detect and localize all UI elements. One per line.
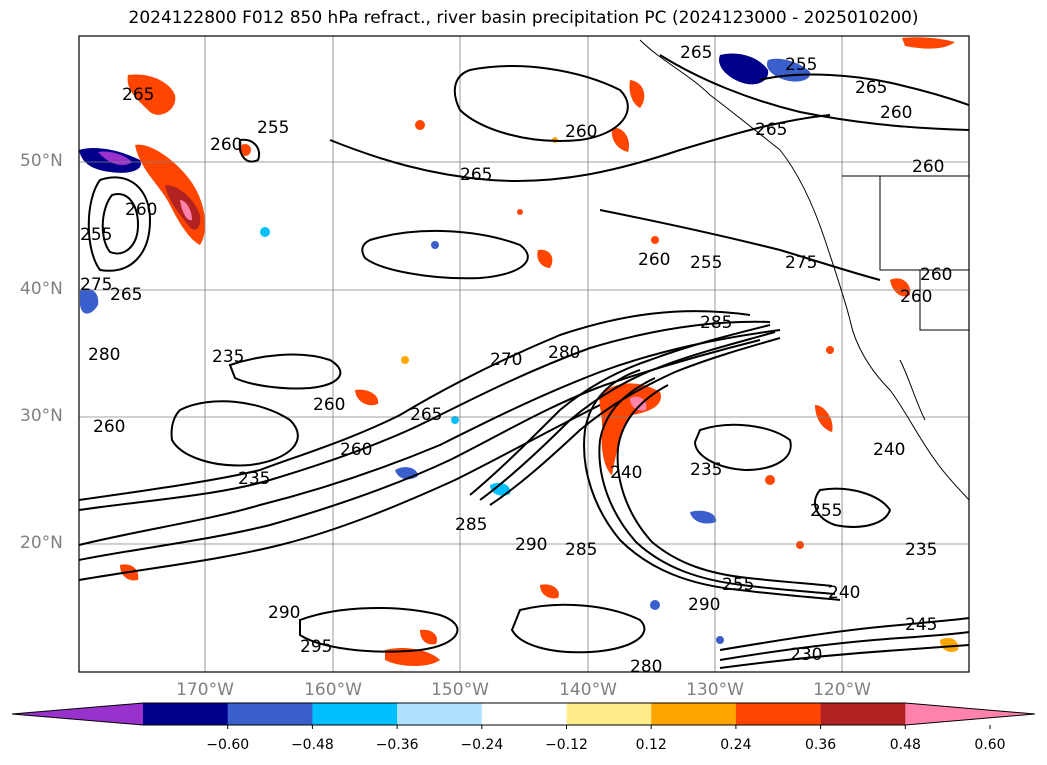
lat-label-50n: 50°N [20, 151, 63, 171]
colorbar-segment [227, 703, 313, 725]
contour-label: 235 [905, 540, 937, 560]
contour-label: 285 [565, 540, 597, 560]
colorbar-tick-label: 0.24 [720, 737, 752, 753]
colorbar-tick-label: 0.60 [974, 737, 1006, 753]
colorbar-segment [481, 703, 567, 725]
colorbar-segment [735, 703, 822, 725]
colorbar-tick-label: −0.48 [290, 737, 334, 753]
colorbar-segment [820, 703, 906, 725]
lon-label-120w: 120°W [813, 680, 871, 700]
lat-label-30n: 30°N [20, 406, 63, 426]
lat-label-20n: 20°N [20, 533, 63, 553]
contour-label: 280 [88, 345, 120, 365]
contour-label: 290 [688, 595, 720, 615]
contour-label: 265 [122, 85, 154, 105]
lon-label-160w: 160°W [304, 680, 362, 700]
colorbar-segment [651, 703, 737, 725]
colorbar-segment [312, 703, 398, 725]
colorbar-tick-label: −0.12 [545, 737, 588, 753]
colorbar-extend-min [12, 703, 143, 725]
graticule [79, 36, 969, 672]
contour-label: 275 [80, 275, 112, 295]
contour-label: 255 [722, 575, 754, 595]
map-frame [78, 35, 970, 673]
contour-label: 240 [610, 463, 642, 483]
colorbar-extend-max [905, 703, 1035, 725]
lon-label-170w: 170°W [176, 680, 234, 700]
contour-label: 245 [905, 615, 937, 635]
contour-label: 235 [212, 347, 244, 367]
contour-label: 240 [873, 440, 905, 460]
lon-label-130w: 130°W [686, 680, 744, 700]
contour-label: 235 [690, 460, 722, 480]
contour-label: 260 [125, 200, 157, 220]
contour-label: 265 [755, 120, 787, 140]
colorbar-segment [143, 703, 229, 725]
contour-label: 255 [785, 55, 817, 75]
contour-label: 280 [630, 657, 662, 677]
contour-label: 290 [515, 535, 547, 555]
contour-label: 285 [455, 515, 487, 535]
contour-label: 260 [93, 417, 125, 437]
contour-label: 295 [300, 637, 332, 657]
contour-label: 290 [268, 603, 300, 623]
contour-label: 280 [548, 343, 580, 363]
contour-label: 255 [690, 253, 722, 273]
figure-title: 2024122800 F012 850 hPa refract., river … [128, 8, 919, 28]
contour-label: 260 [900, 287, 932, 307]
contour-label: 265 [680, 43, 712, 63]
contour-label: 260 [912, 157, 944, 177]
colorbar-tick-label: 0.12 [635, 737, 667, 753]
contour-label: 260 [340, 440, 372, 460]
coastlines [639, 39, 969, 501]
contour-label: 270 [490, 350, 522, 370]
colorbar-tick-label: −0.36 [375, 737, 419, 753]
contour-label: 260 [210, 135, 242, 155]
colorbar [11, 702, 1036, 729]
contour-label: 265 [855, 78, 887, 98]
contour-label: 235 [238, 469, 270, 489]
colorbar-tick-label: −0.60 [206, 737, 250, 753]
contour-label: 255 [810, 501, 842, 521]
contour-label: 260 [638, 250, 670, 270]
refractivity-contours [79, 54, 969, 669]
map-plot-area [79, 36, 969, 672]
contour-label: 230 [790, 645, 822, 665]
colorbar-tick-label: 0.36 [805, 737, 837, 753]
colorbar-segment [397, 703, 483, 725]
lon-label-140w: 140°W [559, 680, 617, 700]
contour-label-layer: 265 255 265 260 265 260 255 260 260 265 … [80, 43, 952, 677]
contour-label: 265 [460, 165, 492, 185]
contour-label: 260 [880, 103, 912, 123]
colorbar-segment [566, 703, 652, 725]
colorbar-tick-label: 0.48 [889, 737, 921, 753]
contour-label: 255 [257, 118, 289, 138]
lon-label-150w: 150°W [431, 680, 489, 700]
contour-label: 260 [565, 122, 597, 142]
contour-label: 260 [920, 265, 952, 285]
contour-label: 240 [828, 583, 860, 603]
contour-label: 255 [80, 225, 112, 245]
lat-label-40n: 40°N [20, 279, 63, 299]
contour-label: 265 [410, 405, 442, 425]
precipitation-shading [79, 37, 959, 666]
colorbar-tick-label: −0.24 [460, 737, 504, 753]
contour-label: 275 [785, 253, 817, 273]
contour-label: 265 [110, 285, 142, 305]
colorbar-outline [11, 702, 1036, 726]
contour-label: 285 [700, 313, 732, 333]
contour-label: 260 [313, 395, 345, 415]
